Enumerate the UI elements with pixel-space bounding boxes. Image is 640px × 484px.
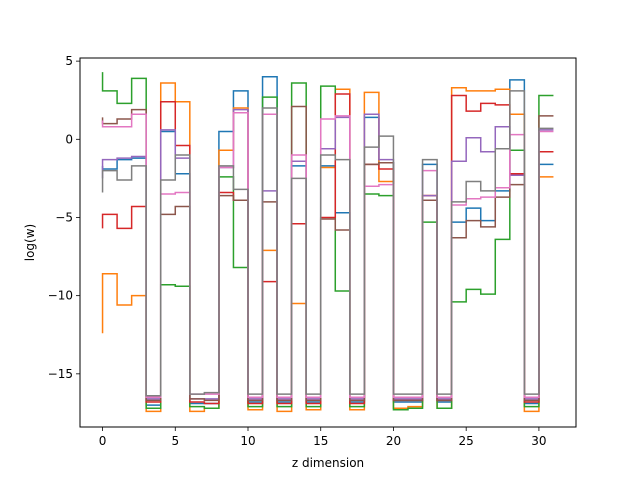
series-line-2	[101, 82, 554, 413]
x-tick-label: 15	[313, 434, 328, 448]
x-tick-label: 10	[240, 434, 255, 448]
y-tick-label: −15	[48, 367, 73, 381]
x-axis-label: z dimension	[292, 456, 364, 470]
x-tick-label: 5	[171, 434, 179, 448]
y-tick-label: 0	[65, 132, 73, 146]
y-axis: 5 0 −5 −10 −15	[48, 54, 80, 381]
series-lines	[101, 72, 554, 413]
x-tick-label: 0	[99, 434, 107, 448]
plot-frame	[79, 57, 577, 428]
y-tick-label: −5	[55, 210, 73, 224]
series-line-6	[101, 105, 554, 402]
x-tick-label: 30	[531, 434, 546, 448]
y-tick-label: −10	[48, 289, 73, 303]
y-axis-label: log(w)	[23, 224, 37, 261]
x-tick-label: 20	[386, 434, 401, 448]
series-line-7	[101, 111, 554, 399]
series-line-3	[101, 72, 554, 411]
series-line-1	[101, 76, 554, 406]
series-line-5	[101, 108, 554, 400]
series-line-8	[101, 90, 554, 397]
y-tick-label: 5	[65, 54, 73, 68]
x-axis: 0 5 10 15 20 25 30	[99, 427, 547, 448]
series-line-4	[101, 93, 554, 405]
x-tick-label: 25	[459, 434, 474, 448]
